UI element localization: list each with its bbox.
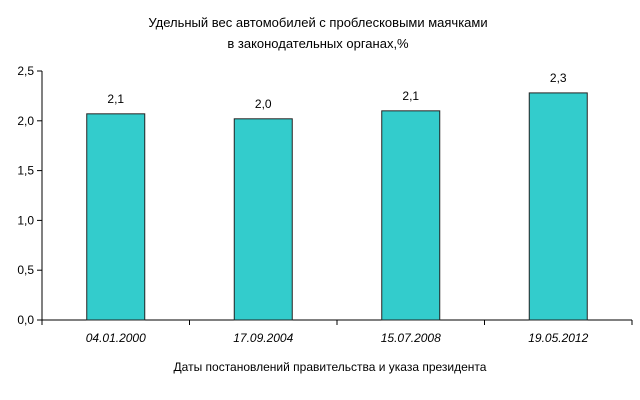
y-tick-label: 2,5	[17, 64, 34, 78]
y-tick-label: 1,5	[17, 164, 34, 178]
bar	[381, 110, 441, 321]
x-tick-label: 17.09.2004	[233, 331, 293, 345]
x-tick-label: 15.07.2008	[381, 331, 441, 345]
y-tick-label: 1,0	[17, 213, 34, 227]
data-label: 2,0	[255, 97, 272, 111]
bar	[528, 92, 588, 321]
data-label: 2,3	[550, 71, 567, 85]
bar	[233, 118, 293, 321]
chart-title-line-2: в законодательных органах,%	[227, 36, 409, 51]
data-label: 2,1	[402, 89, 419, 103]
plot-area: 0,0 0,5 1,0 1,5 2,0 2,5 2,1 04.01.2000 2,0 17.09.…	[17, 64, 633, 345]
x-tick-label: 19.05.2012	[528, 331, 588, 345]
data-label: 2,1	[107, 92, 124, 106]
y-tick-label: 0,5	[17, 263, 34, 277]
chart-title-line-1: Удельный вес автомобилей с проблесковыми…	[148, 15, 487, 30]
bar	[86, 113, 146, 321]
y-tick-label: 2,0	[17, 114, 34, 128]
y-tick-label: 0,0	[17, 313, 34, 327]
x-tick-label: 04.01.2000	[86, 331, 146, 345]
x-axis-title: Даты постановлений правительства и указа…	[174, 360, 487, 374]
